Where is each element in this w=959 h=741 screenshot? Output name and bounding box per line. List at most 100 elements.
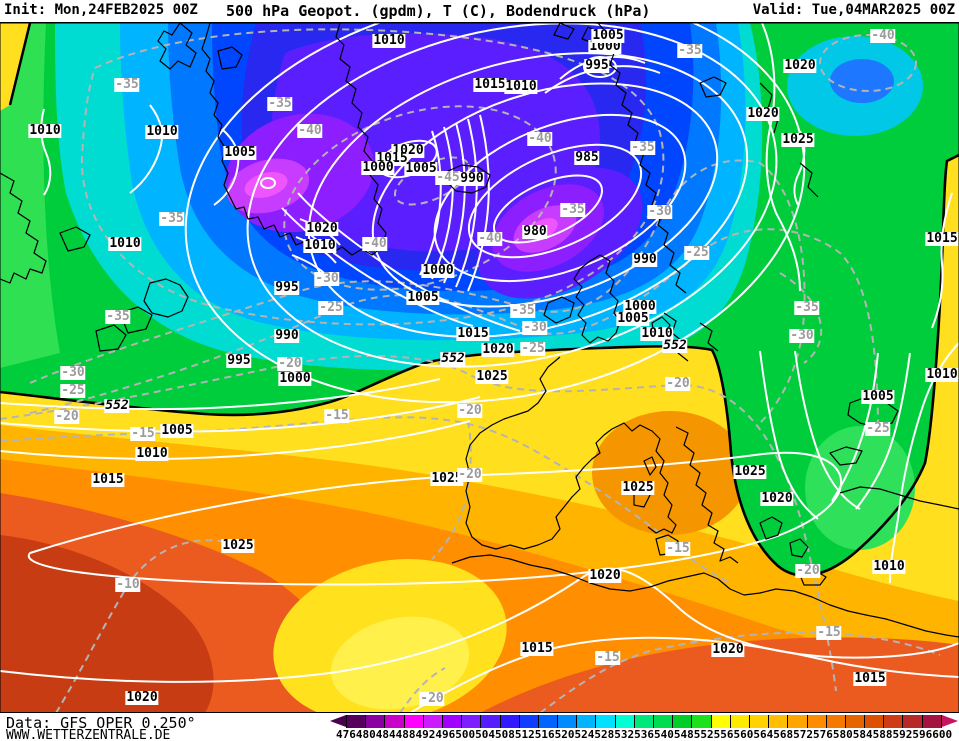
- colorbar-right-arrow: [942, 715, 958, 727]
- colorbar-swatch: [480, 715, 500, 728]
- temperature-label: -15: [816, 625, 842, 640]
- pressure-label: 990: [632, 252, 658, 267]
- pressure-label: 1000: [361, 160, 395, 175]
- geopotential-label: 552: [104, 398, 130, 413]
- colorbar-swatch: [346, 715, 366, 728]
- colorbar-tick-label: 556: [713, 728, 734, 741]
- colorbar-swatch: [902, 715, 922, 728]
- pressure-label: 1010: [504, 79, 538, 94]
- colorbar-tick-label: 508: [495, 728, 515, 741]
- colorbar-swatch: [864, 715, 884, 728]
- pressure-label: 1005: [861, 389, 895, 404]
- temperature-label: -20: [457, 467, 483, 482]
- temperature-label: -35: [267, 96, 293, 111]
- temperature-label: -25: [520, 341, 546, 356]
- colorbar-tick-label: 520: [554, 728, 575, 741]
- temperature-label: -40: [297, 123, 323, 138]
- colorbar-tick-label: 588: [872, 728, 893, 741]
- colorbar-swatch: [499, 715, 519, 728]
- temperature-label: -30: [522, 320, 548, 335]
- pressure-label: 1025: [430, 471, 464, 486]
- pressure-label: 1000: [278, 371, 312, 386]
- pressure-label: 1020: [125, 690, 159, 705]
- colorbar-tick-label: 592: [892, 728, 913, 741]
- pressure-label: 1010: [28, 123, 62, 138]
- colorbar-tick-label: 564: [753, 728, 774, 741]
- pressure-label: 1010: [108, 236, 142, 251]
- pressure-label: 1015: [473, 77, 507, 92]
- colorbar-tick-label: 500: [455, 728, 476, 741]
- pressure-label: 1015: [456, 326, 490, 341]
- pressure-label: 1015: [925, 231, 959, 246]
- pressure-label: 1020: [746, 106, 780, 121]
- temperature-label: -35: [105, 309, 131, 324]
- colorbar-tick-label: 540: [654, 728, 674, 741]
- pressure-label: 990: [274, 328, 300, 343]
- pressure-label: 1005: [616, 311, 650, 326]
- pressure-label: 1010: [925, 367, 959, 382]
- pressure-label: 1015: [853, 671, 887, 686]
- pressure-label: 1010: [145, 124, 179, 139]
- colorbar-swatch: [576, 715, 596, 728]
- valid-time: Valid: Tue,04MAR2025 00Z: [752, 2, 955, 18]
- colorbar-swatch: [633, 715, 653, 728]
- colorbar-swatch: [710, 715, 730, 728]
- colorbar-tick-label: 580: [832, 728, 853, 741]
- pressure-label: 1010: [872, 559, 906, 574]
- pressure-label: 1025: [475, 369, 509, 384]
- temperature-label: -35: [510, 303, 536, 318]
- colorbar-labels: 476 480 484 488 492 496 500 504 508 512 516 520 524 5…: [336, 728, 952, 741]
- geopotential-label: 552: [662, 338, 688, 353]
- pressure-label: 1010: [372, 33, 406, 48]
- colorbar-swatch: [844, 715, 865, 728]
- colorbar-tick-label: 512: [514, 728, 535, 741]
- colorbar-swatch: [461, 715, 481, 728]
- pressure-label: 1005: [406, 290, 440, 305]
- colorbar-swatch: [653, 715, 673, 728]
- pressure-label: 1025: [781, 132, 815, 147]
- colorbar-tick-label: 536: [634, 728, 654, 741]
- colorbar-tick-label: 600: [932, 728, 953, 741]
- temperature-label: -20: [277, 356, 303, 371]
- pressure-label: 1000: [421, 263, 455, 278]
- colorbar-tick-label: 480: [355, 728, 376, 741]
- pressure-label: 1020: [760, 491, 794, 506]
- pressure-label: 1005: [404, 161, 438, 176]
- colorbar-swatch: [365, 715, 385, 728]
- geopotential-label: 552: [440, 351, 466, 366]
- temperature-label: -40: [870, 28, 896, 43]
- colorbar-swatch: [614, 715, 634, 728]
- pressure-label: 1020: [481, 342, 515, 357]
- temperature-label: -20: [419, 691, 445, 706]
- pressure-label: 1025: [733, 464, 767, 479]
- pressure-label: 1005: [591, 28, 625, 43]
- contour-552-black: [0, 153, 959, 577]
- colorbar-tick-label: 476: [336, 728, 356, 741]
- temperature-label: -35: [114, 77, 140, 92]
- pressure-label: 1005: [223, 145, 257, 160]
- colorbar-swatch: [672, 715, 692, 728]
- pressure-label: 995: [274, 280, 300, 295]
- pressure-label: 1010: [640, 326, 674, 341]
- colorbar-swatch: [806, 715, 826, 728]
- colorbar-swatch: [691, 715, 711, 728]
- temperature-label: -35: [159, 211, 185, 226]
- temperature-label: -35: [630, 140, 656, 155]
- colorbar-tick-label: 572: [793, 728, 813, 741]
- colorbar-tick-label: 516: [534, 728, 555, 741]
- colorbar-tick-label: 576: [813, 728, 833, 741]
- colorbar-swatch: [883, 715, 903, 728]
- colorbar-tick-label: 496: [435, 728, 456, 741]
- temperature-label: -20: [457, 403, 483, 418]
- colorbar-swatch: [768, 715, 788, 728]
- pressure-label: 1015: [91, 472, 125, 487]
- colorbar-swatch: [518, 715, 538, 728]
- temperature-label: -35: [560, 202, 586, 217]
- colorbar-swatch: [441, 715, 462, 728]
- temperature-label: -15: [665, 541, 691, 556]
- pressure-label: 1020: [783, 58, 817, 73]
- temperature-label: -10: [115, 577, 141, 592]
- pressure-label: 1020: [588, 568, 622, 583]
- temperature-label: -25: [318, 300, 344, 315]
